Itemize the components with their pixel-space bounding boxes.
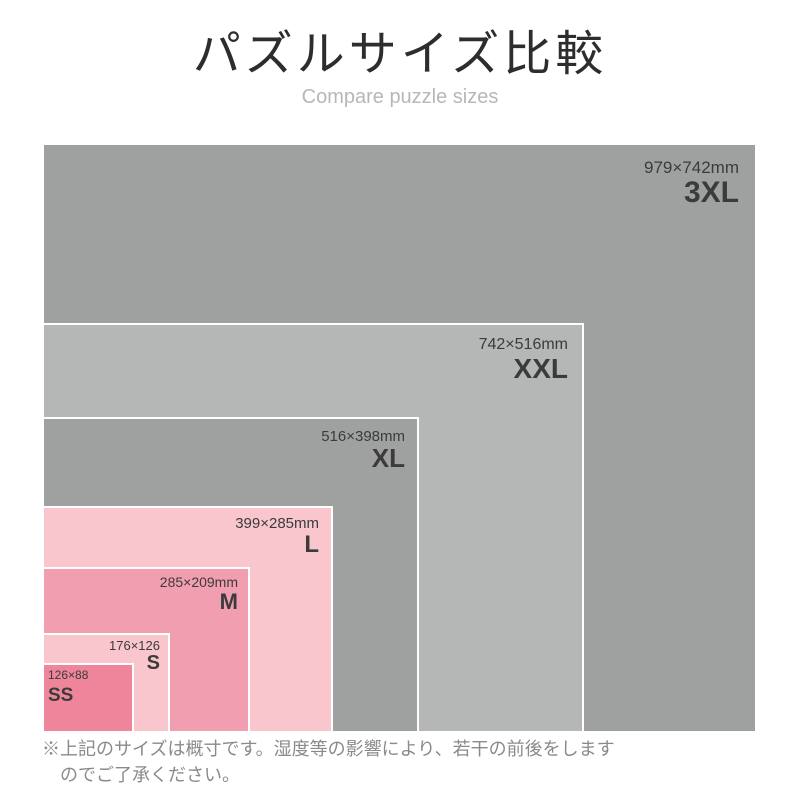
size-dim-text: 176×126 <box>109 639 160 653</box>
size-chart: 979×742mm3XL 742×516mmXXL 516×398mmXL 399×2… <box>0 0 800 733</box>
size-code: M <box>160 590 238 613</box>
size-code: L <box>235 532 319 557</box>
size-code: SS <box>48 686 73 706</box>
size-code: XXL <box>479 354 568 383</box>
size-code: 3XL <box>644 177 739 209</box>
page: パズルサイズ比較 Compare puzzle sizes 979×742mm3… <box>0 0 800 800</box>
size-label-3xl: 979×742mm3XL <box>644 159 739 208</box>
size-label-xl: 516×398mmXL <box>321 429 405 472</box>
disclaimer-line1: ※上記のサイズは概寸です。湿度等の影響により、若干の前後をします <box>42 739 615 759</box>
size-dim-text: 399×285mm <box>235 516 319 532</box>
size-box-ss: 126×88 SS <box>42 663 134 733</box>
size-label-l: 399×285mmL <box>235 516 319 557</box>
size-dim-text: 126×88 <box>48 668 88 682</box>
disclaimer: ※上記のサイズは概寸です。湿度等の影響により、若干の前後をします のでご了承くだ… <box>42 736 615 788</box>
size-dim-text: 285×209mm <box>160 575 238 590</box>
size-dim-text: 979×742mm <box>644 159 739 177</box>
disclaimer-line2: のでご了承ください。 <box>42 765 240 785</box>
size-label-ss: 126×88 SS <box>48 667 128 706</box>
size-code: XL <box>321 445 405 472</box>
size-dim-text: 742×516mm <box>479 337 568 354</box>
size-label-xxl: 742×516mmXXL <box>479 337 568 383</box>
size-label-m: 285×209mmM <box>160 575 238 613</box>
